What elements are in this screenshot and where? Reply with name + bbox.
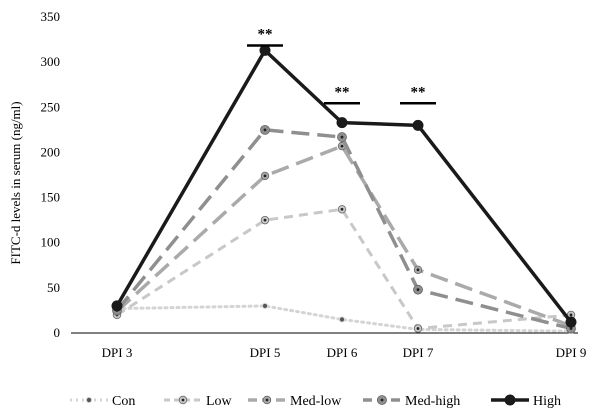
legend-label: Med-high xyxy=(405,394,460,409)
series-con xyxy=(113,302,575,335)
series-low xyxy=(112,205,576,333)
significance-label: ** xyxy=(411,84,426,100)
series-line xyxy=(115,304,573,333)
y-tick-label: 300 xyxy=(41,54,61,69)
significance-label: ** xyxy=(335,84,350,100)
y-axis-label: FITC-d levels in serum (ng/ml) xyxy=(8,101,23,264)
legend-item-high: High xyxy=(491,394,561,409)
legend-marker xyxy=(85,396,93,404)
data-point xyxy=(412,119,424,131)
legend: Con Low Med-low Med-high High xyxy=(70,394,561,409)
data-point xyxy=(565,316,577,328)
y-tick-label: 200 xyxy=(41,144,61,159)
y-tick-label: 100 xyxy=(41,235,61,250)
data-point xyxy=(337,205,347,214)
legend-label: High xyxy=(533,394,561,409)
x-tick-label: DPI 6 xyxy=(327,345,358,360)
legend-marker xyxy=(504,394,516,406)
y-tick-label: 250 xyxy=(41,99,61,114)
legend-label: Med-low xyxy=(290,394,342,409)
legend-item-med-high: Med-high xyxy=(363,394,460,409)
data-point xyxy=(260,171,270,181)
data-point xyxy=(413,284,423,295)
data-point xyxy=(413,324,423,333)
x-tick-label: DPI 5 xyxy=(250,345,281,360)
data-point xyxy=(336,117,348,129)
legend-marker xyxy=(262,395,272,405)
legend-item-low: Low xyxy=(164,394,233,409)
data-point xyxy=(337,132,347,142)
significance-annotations: ** ** ** xyxy=(247,26,436,105)
data-point xyxy=(338,316,346,323)
legend-label: Con xyxy=(112,394,135,409)
y-axis-ticks: 0 50 100 150 200 250 300 350 xyxy=(41,9,61,340)
data-point xyxy=(259,44,271,56)
data-point xyxy=(260,215,270,225)
data-point xyxy=(413,265,423,274)
legend-label: Low xyxy=(206,394,233,409)
series-lines xyxy=(111,44,577,335)
y-tick-label: 50 xyxy=(47,280,60,295)
y-tick-label: 350 xyxy=(41,9,61,24)
y-tick-label: 0 xyxy=(54,325,61,340)
significance-label: ** xyxy=(258,26,273,42)
x-tick-label: DPI 7 xyxy=(403,345,434,360)
x-axis-ticks: DPI 3 DPI 5 DPI 6 DPI 7 DPI 9 xyxy=(102,345,587,360)
data-point xyxy=(260,124,270,135)
data-point xyxy=(261,302,269,310)
data-point xyxy=(111,300,123,312)
legend-item-con: Con xyxy=(70,394,135,409)
x-tick-label: DPI 9 xyxy=(556,345,587,360)
y-tick-label: 150 xyxy=(41,190,61,205)
x-tick-label: DPI 3 xyxy=(102,345,133,360)
legend-item-med-low: Med-low xyxy=(248,394,342,409)
legend-marker xyxy=(178,395,188,405)
legend-marker xyxy=(377,395,387,405)
series-line xyxy=(115,128,572,331)
series-line xyxy=(115,144,572,328)
series-high xyxy=(111,44,577,328)
